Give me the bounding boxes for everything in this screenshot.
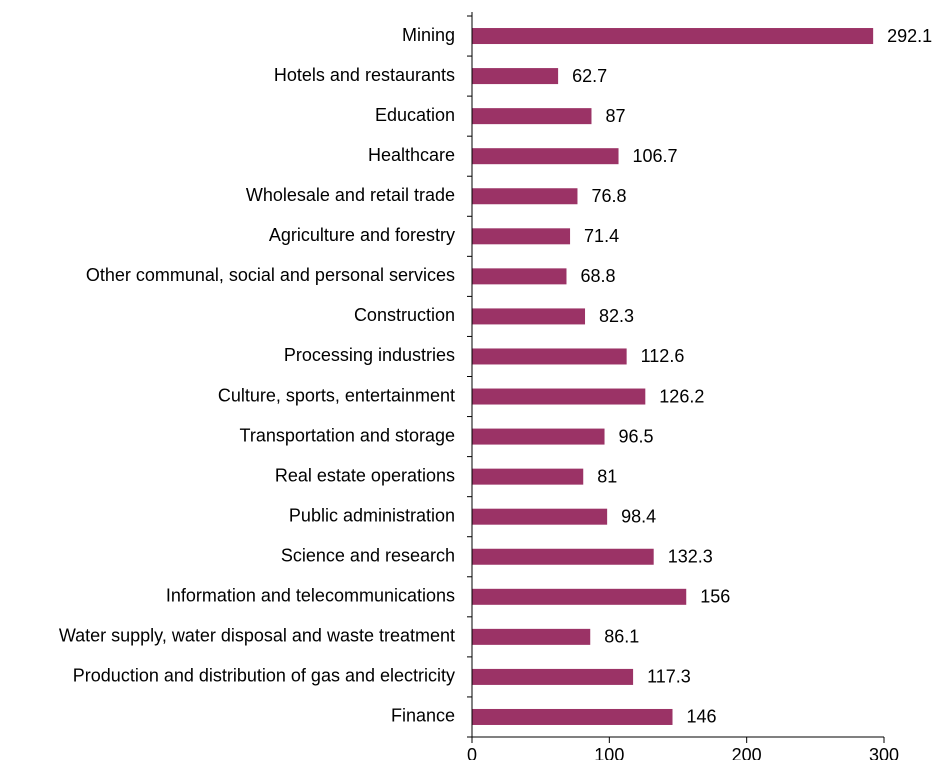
value-label: 146 [687,707,717,727]
x-tick-label: 300 [869,745,899,760]
bar-6 [472,268,567,285]
category-label: Transportation and storage [240,425,455,445]
value-label: 98.4 [621,506,656,526]
bar-9 [472,388,646,405]
value-labels-group: 292.1 62.7 87 106.7 76.8 71.4 68.8 82.3 112.6 126… [572,26,932,727]
bar-17 [472,708,673,725]
category-labels-group: Mining Hotels and restaurants Education Hea… [59,25,455,726]
value-label: 96.5 [619,426,654,446]
x-tick-label: 0 [467,745,477,760]
value-label: 132.3 [668,547,713,567]
bar-3 [472,148,619,165]
bar-11 [472,468,584,485]
bar-8 [472,348,627,365]
category-label: Science and research [281,546,455,566]
value-label: 81 [597,466,617,486]
x-tick-label: 100 [594,745,624,760]
value-label: 117.3 [647,667,691,687]
category-label: Agriculture and forestry [269,225,455,245]
bar-16 [472,668,634,685]
value-label: 62.7 [572,66,607,86]
category-label: Other communal, social and personal serv… [86,265,455,285]
category-label: Education [375,105,455,125]
value-label: 156 [700,587,730,607]
bar-14 [472,588,687,605]
value-label: 71.4 [584,226,619,246]
category-label: Information and telecommunications [166,586,455,606]
bar-5 [472,228,571,245]
bar-7 [472,308,586,325]
value-label: 87 [605,106,625,126]
bar-1 [472,68,559,85]
bar-15 [472,628,591,645]
category-label: Finance [391,706,455,726]
bars-group [472,28,874,725]
bar-13 [472,548,654,565]
bar-4 [472,188,578,205]
category-label: Real estate operations [275,465,455,485]
category-label: Healthcare [368,145,455,165]
axes-group: 0 100 200 300 [467,12,899,760]
x-tick-label: 200 [732,745,762,760]
category-label: Culture, sports, entertainment [218,385,455,405]
value-label: 76.8 [591,186,626,206]
value-label: 106.7 [633,146,678,166]
category-label: Wholesale and retail trade [246,185,455,205]
category-label: Production and distribution of gas and e… [73,666,455,686]
bar-12 [472,508,608,525]
category-label: Public administration [289,505,455,525]
category-label: Hotels and restaurants [274,65,455,85]
category-label: Mining [402,25,455,45]
bar-0 [472,28,874,45]
value-label: 126.2 [659,386,704,406]
value-label: 112.6 [641,346,685,366]
category-label: Processing industries [284,345,455,365]
value-label: 82.3 [599,306,634,326]
value-label: 68.8 [580,266,615,286]
value-label: 86.1 [604,627,639,647]
category-label: Construction [354,305,455,325]
bar-10 [472,428,605,445]
bar-2 [472,108,592,125]
category-label: Water supply, water disposal and waste t… [59,626,455,646]
value-label: 292.1 [887,26,932,46]
